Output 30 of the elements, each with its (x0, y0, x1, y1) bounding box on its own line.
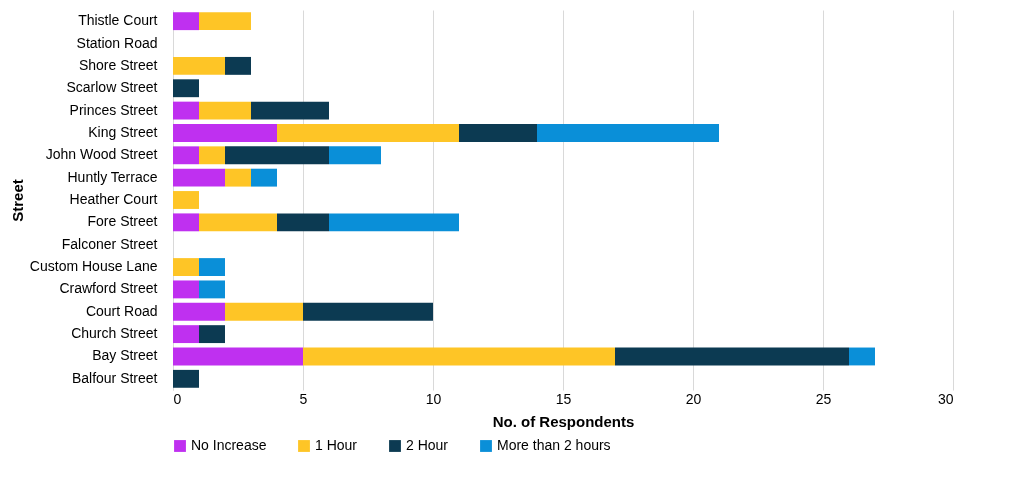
x-tick-label: 0 (173, 390, 182, 407)
y-tick-label: Heather Court (69, 191, 158, 207)
y-tick-label: Custom House Lane (29, 258, 158, 275)
x-tick-label: 10 (425, 390, 442, 407)
y-tick-label: Crawford Street (59, 280, 158, 297)
legend-label: 2 Hour (406, 437, 449, 453)
y-tick-label: Court Road (85, 302, 158, 319)
y-tick-label: Church Street (71, 325, 158, 342)
x-tick-label: 5 (299, 390, 308, 407)
y-tick-label: Balfour Street (71, 369, 158, 386)
y-tick-label: Scarlow Street (66, 79, 158, 96)
y-tick-label: Falconer Street (61, 235, 158, 252)
y-tick-label: Bay Street (92, 347, 158, 364)
x-tick-label: 15 (555, 390, 572, 407)
y-tick-label: Station Road (76, 34, 158, 51)
y-tick-label: Huntly Terrace (67, 168, 158, 185)
x-tick-label: 30 (937, 390, 954, 407)
legend-label: No Increase (191, 437, 267, 453)
legend-label: 1 Hour (315, 437, 358, 453)
y-tick-label: Thistle Court (78, 12, 158, 29)
y-tick-label: Shore Street (78, 56, 158, 73)
y-tick-label: King Street (88, 123, 158, 140)
x-tick-label: 20 (685, 390, 702, 407)
y-axis-title: Street (8, 179, 26, 222)
x-tick-label: 25 (815, 390, 832, 407)
legend-label: More than 2 hours (497, 437, 611, 453)
y-tick-label: Fore Street (87, 213, 158, 230)
y-tick-label: Princes Street (69, 101, 158, 118)
y-tick-label: John Wood Street (45, 146, 158, 163)
x-axis-title: No. of Respondents (492, 412, 635, 430)
